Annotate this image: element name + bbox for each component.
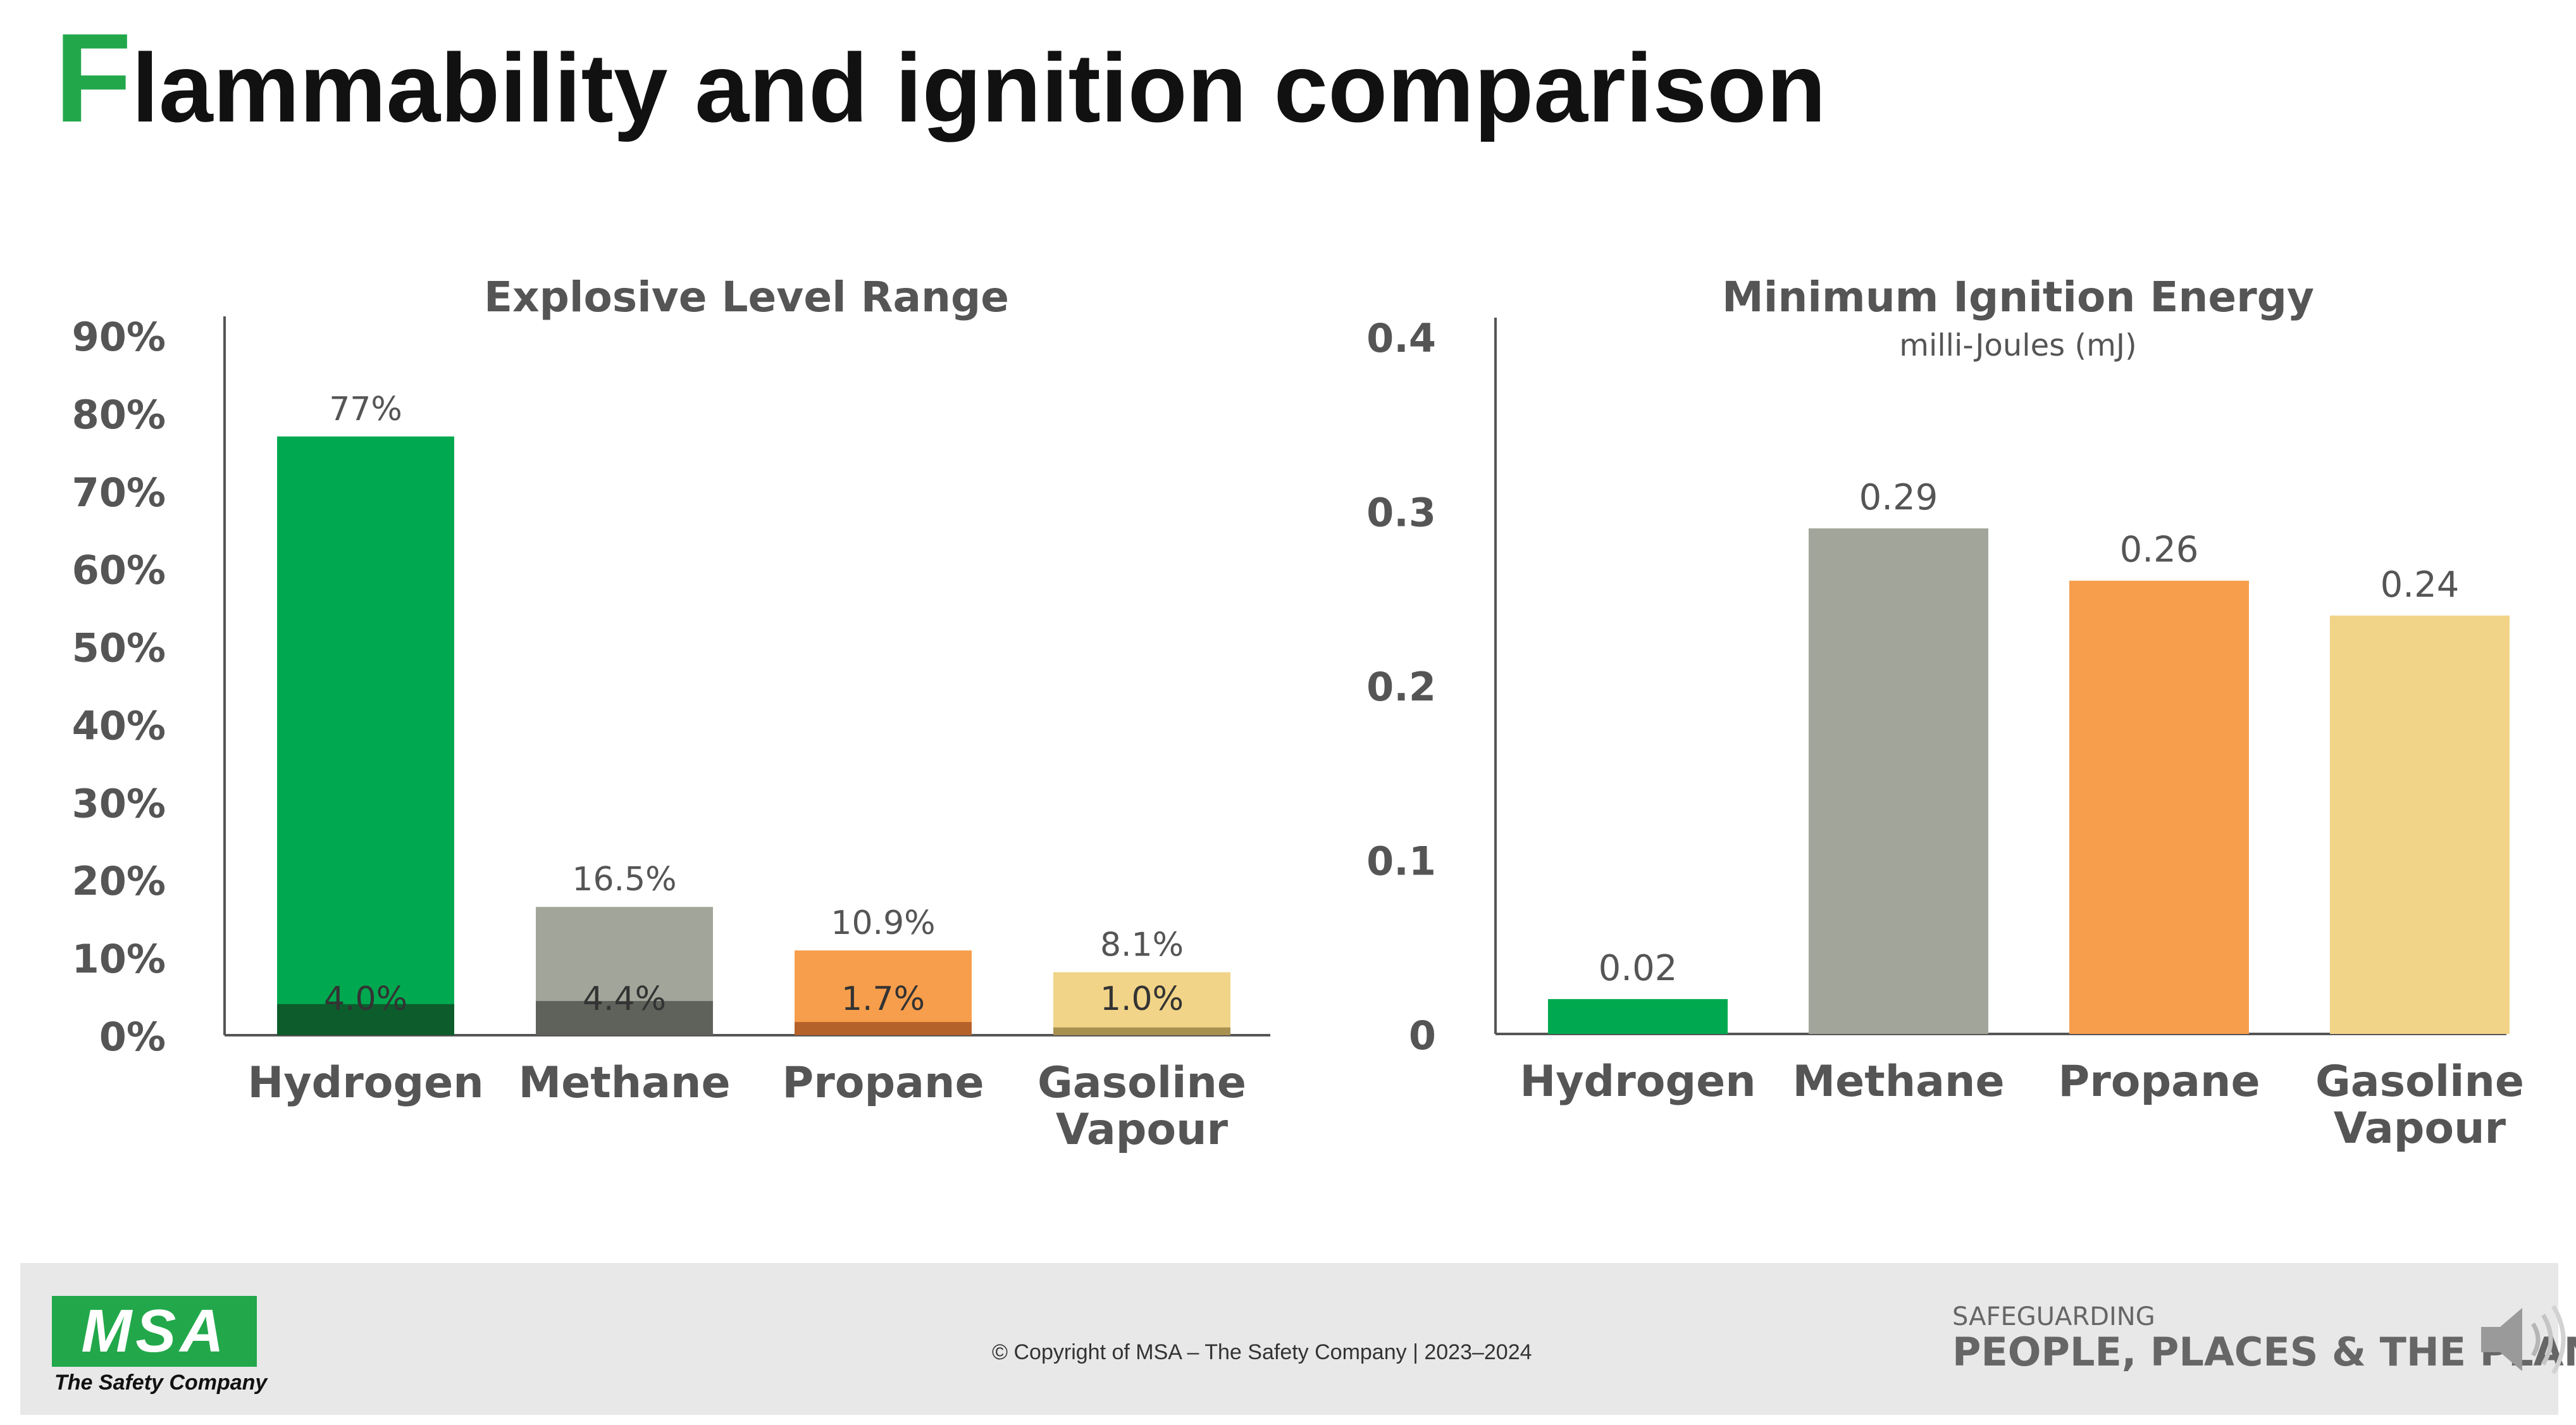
- data-label-lower: 4.0%: [324, 980, 407, 1018]
- y-tick-label: 60%: [72, 547, 166, 594]
- data-label: 0.24: [2381, 564, 2460, 606]
- y-tick-label: 0.2: [1366, 664, 1436, 710]
- y-tick-label: 0.3: [1366, 490, 1436, 536]
- data-label-lower: 4.4%: [583, 980, 666, 1018]
- bar-propane-upper: [795, 950, 972, 1035]
- slogan-top: SAFEGUARDING: [1952, 1302, 2155, 1331]
- title-rest: lammability and ignition comparison: [132, 34, 1826, 142]
- data-label-lower: 1.0%: [1100, 980, 1184, 1018]
- speaker-icon[interactable]: [2475, 1298, 2570, 1381]
- bar-gasoline-vapour-lower: [1053, 1027, 1230, 1035]
- slogan-bottom: PEOPLE, PLACES & THE PLANET: [1952, 1329, 2576, 1375]
- y-tick-label: 90%: [72, 314, 166, 360]
- bar-gasoline-vapour: [2330, 615, 2510, 1034]
- x-category-label: Methane: [1792, 1057, 2004, 1107]
- footer-bar: MSA The Safety Company © Copyright of MS…: [20, 1263, 2576, 1415]
- y-tick-label: 40%: [72, 702, 166, 749]
- data-label: 0.29: [1859, 477, 1938, 518]
- data-label: 0.26: [2120, 530, 2199, 571]
- x-category-label: Methane: [518, 1058, 730, 1108]
- x-category-label: Gasoline: [2315, 1057, 2524, 1107]
- data-label: 0.02: [1599, 948, 1678, 989]
- bar-propane: [2069, 580, 2249, 1034]
- bar-gasoline-vapour-upper: [1053, 972, 1230, 1035]
- msa-logo: MSA: [52, 1296, 257, 1367]
- logo-tagline: The Safety Company: [54, 1371, 268, 1395]
- copyright-text: © Copyright of MSA – The Safety Company …: [992, 1340, 1532, 1364]
- data-label-lower: 1.7%: [841, 980, 925, 1018]
- x-category-label: Vapour: [1056, 1105, 1229, 1155]
- bar-hydrogen-lower: [277, 1004, 454, 1035]
- ignition-energy-chart: Minimum Ignition Energy milli-Joules (mJ)…: [1366, 273, 2524, 1154]
- chart-title: Minimum Ignition Energy: [1722, 273, 2314, 321]
- explosive-level-chart: Explosive Level Range 0% 10% 20% 30% 40% 50% 60…: [72, 273, 1270, 1155]
- slide-title: Flammability and ignition comparison: [54, 3, 1826, 164]
- chart-title: Explosive Level Range: [484, 273, 1009, 321]
- data-label-upper: 77%: [329, 390, 402, 428]
- y-tick-label: 50%: [72, 625, 166, 671]
- bar-hydrogen-upper: [277, 436, 454, 1035]
- y-tick-label: 0.4: [1366, 315, 1436, 361]
- bar-hydrogen: [1548, 999, 1728, 1034]
- y-tick-label: 0.1: [1366, 838, 1436, 885]
- bar-propane-lower: [795, 1022, 972, 1035]
- x-category-label: Gasoline: [1037, 1058, 1246, 1108]
- bar-methane-lower: [536, 1000, 713, 1035]
- data-label-upper: 8.1%: [1100, 926, 1184, 964]
- y-tick-label: 10%: [72, 936, 166, 982]
- y-tick-label: 80%: [72, 392, 166, 438]
- y-tick-label: 70%: [72, 470, 166, 516]
- data-label-upper: 16.5%: [572, 861, 676, 899]
- x-category-label: Propane: [2058, 1057, 2260, 1107]
- data-label-upper: 10.9%: [831, 904, 935, 942]
- y-tick-label: 0: [1409, 1012, 1436, 1059]
- x-category-label: Hydrogen: [247, 1058, 483, 1108]
- x-category-label: Hydrogen: [1520, 1057, 1756, 1107]
- x-category-label: Propane: [782, 1058, 984, 1108]
- x-category-label: Vapour: [2334, 1104, 2506, 1154]
- bar-methane: [1809, 528, 1988, 1034]
- chart-subtitle: milli-Joules (mJ): [1899, 328, 2137, 363]
- y-tick-label: 0%: [99, 1014, 166, 1060]
- y-tick-label: 20%: [72, 858, 166, 904]
- title-first-letter: F: [54, 8, 132, 149]
- y-tick-label: 30%: [72, 780, 166, 826]
